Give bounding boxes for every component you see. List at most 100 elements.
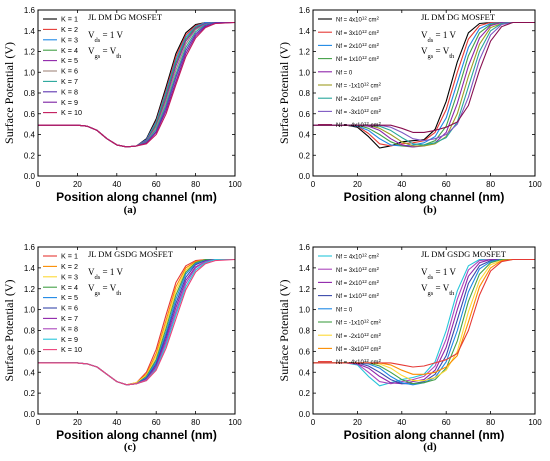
legend-unit: cm [367, 44, 377, 50]
legend-unit: cm [369, 360, 379, 366]
legend-label-9: Nf = -4x1012 cm2 [336, 121, 382, 130]
legend-name: Nf = -1x10 [336, 321, 365, 327]
x-tick-label: 40 [397, 180, 406, 189]
series-group [38, 21, 236, 148]
legend-label-9: Nf = -4x1012 cm2 [336, 358, 382, 367]
legend-sup: 12 [362, 252, 368, 257]
y-tick-label: 0.0 [24, 172, 36, 181]
y-tick-label: 0.2 [24, 151, 36, 160]
series-line-10 [38, 258, 236, 386]
legend-unit: cm [367, 18, 377, 24]
y-tick-label: 1.0 [24, 68, 36, 77]
legend-sup: 12 [362, 28, 368, 33]
legend-unit-sup: 2 [377, 279, 380, 284]
device-title: JL DM DG MOSFET [421, 12, 496, 22]
legend-unit: cm [367, 57, 377, 63]
legend-unit-sup: 2 [377, 42, 380, 47]
y-tick-label: 0.2 [24, 389, 36, 398]
vgs-condition: Vgs = Vth [421, 283, 455, 297]
legend-label-9: K = 9 [61, 98, 78, 107]
x-tick-label: 100 [528, 180, 542, 189]
legend-sup: 12 [364, 81, 370, 86]
series-line-9 [313, 21, 535, 133]
legend-name: Nf = -2x10 [336, 334, 365, 340]
x-tick-label: 40 [397, 418, 406, 427]
legend-label-7: Nf = -2x1012 cm2 [336, 331, 382, 340]
x-tick-label: 100 [528, 418, 542, 427]
legend-name: Nf = -2x10 [336, 97, 365, 103]
legend-name: K = 1 [61, 252, 78, 261]
y-tick-label: 1.0 [299, 306, 311, 315]
series-line-5 [313, 258, 535, 386]
vgs-symbol: V [88, 283, 95, 293]
series-line-4 [313, 258, 535, 385]
legend-name: K = 2 [61, 262, 78, 271]
vds-value: = 1 V [100, 267, 123, 277]
x-tick-label: 80 [191, 418, 200, 427]
panel-b: 0 20 40 60 80 100 0.0 0.2 0.4 0.6 0.8 1.0 1.2 1.4 1.6 P… [277, 6, 542, 216]
vth-subscript: th [116, 53, 122, 60]
vgs-equals: = V [433, 46, 449, 56]
x-tick-label: 0 [311, 418, 316, 427]
vds-condition: Vds = 1 V [421, 267, 456, 281]
panel-label: (a) [124, 204, 137, 216]
vds-value: = 1 V [433, 30, 456, 40]
x-tick-label: 80 [191, 180, 200, 189]
legend-label-4: K = 4 [61, 283, 78, 292]
legend-name: Nf = 3x10 [336, 31, 363, 37]
legend-unit-sup: 2 [377, 252, 380, 257]
legend-unit: cm [367, 255, 377, 261]
legend-label-3: Nf = 2x1012 cm2 [336, 42, 380, 51]
legend-sup: 12 [362, 42, 368, 47]
x-tick-label: 60 [152, 180, 161, 189]
legend-name: Nf = -3x10 [336, 347, 365, 353]
legend-name: Nf = 0 [336, 70, 353, 76]
legend-name: Nf = 0 [336, 307, 353, 313]
y-tick-label: 1.2 [24, 48, 36, 57]
legend-name: K = 7 [61, 314, 78, 323]
legend-label-8: K = 8 [61, 324, 78, 333]
legend-unit: cm [367, 294, 377, 300]
legend-label-8: Nf = -3x1012 cm2 [336, 108, 382, 117]
legend-unit-sup: 2 [377, 15, 380, 20]
series-line-4 [313, 21, 535, 148]
legend-name: K = 10 [61, 108, 82, 117]
x-tick-label: 20 [73, 418, 82, 427]
legend-unit: cm [367, 268, 377, 274]
legend-label-2: K = 2 [61, 25, 78, 34]
vgs-condition: Vgs = Vth [88, 46, 122, 60]
legend-label-6: K = 6 [61, 304, 78, 313]
vds-condition: Vds = 1 V [421, 30, 456, 44]
device-title: JL DM DG MOSFET [88, 12, 163, 22]
legend-name: Nf = 4x10 [336, 18, 363, 24]
legend-label-2: Nf = 3x1012 cm2 [336, 28, 380, 37]
y-tick-label: 1.2 [24, 285, 36, 294]
legend-unit-sup: 2 [379, 94, 382, 99]
y-axis-label: Surface Potential (V) [2, 42, 16, 144]
legend-unit-sup: 2 [379, 331, 382, 336]
legend-name: Nf = 2x10 [336, 44, 363, 50]
legend-name: K = 4 [61, 46, 78, 55]
legend-name: K = 6 [61, 304, 78, 313]
legend-label-3: K = 3 [61, 35, 78, 44]
x-tick-label: 20 [353, 418, 362, 427]
legend-label-6: K = 6 [61, 67, 78, 76]
device-title: JL DM GSDG MOSFET [88, 249, 174, 259]
series-group [313, 258, 535, 387]
x-tick-label: 0 [36, 418, 41, 427]
legend-sup: 12 [362, 279, 368, 284]
y-tick-label: 0.8 [299, 327, 311, 336]
series-line-10 [38, 21, 236, 148]
legend-name: K = 2 [61, 25, 78, 34]
legend-sup: 12 [364, 318, 370, 323]
legend: K = 1K = 2K = 3 K = 4K = 5 K = 6K = 7K = 8… [43, 252, 82, 354]
legend-unit-sup: 2 [379, 121, 382, 126]
vgs-condition: Vgs = Vth [421, 46, 455, 60]
legend-name: K = 6 [61, 67, 78, 76]
y-tick-label: 1.6 [24, 243, 36, 252]
y-tick-label: 1.2 [299, 48, 311, 57]
legend-label-1: Nf = 4x1012 cm2 [336, 252, 380, 261]
legend-unit: cm [369, 84, 379, 90]
